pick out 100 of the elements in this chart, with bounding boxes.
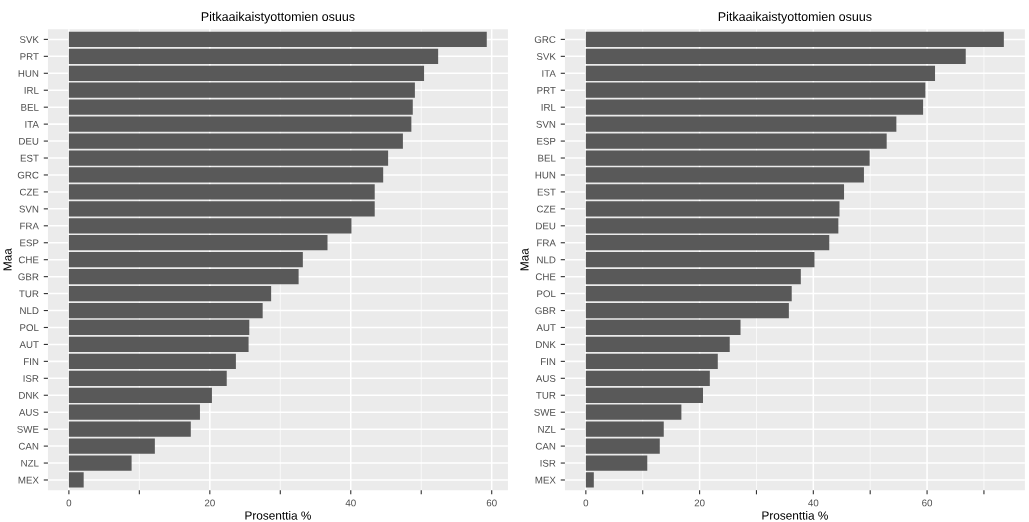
bar <box>585 353 718 369</box>
bar <box>585 218 839 234</box>
y-tick-label: NLD <box>537 256 556 264</box>
y-tick-label: GBR <box>18 273 39 281</box>
y-tick-label: IRL <box>24 87 39 94</box>
y-tick-label: NZL <box>21 459 39 467</box>
y-tick-label: AUT <box>536 324 556 332</box>
bar <box>585 48 966 64</box>
bar <box>585 285 792 302</box>
bar <box>585 319 741 336</box>
bar <box>68 65 425 81</box>
bar <box>585 31 1004 48</box>
bar <box>585 235 830 251</box>
bar <box>585 65 936 81</box>
x-tick-label: 20 <box>204 499 215 507</box>
y-tick-label: ISR <box>23 375 39 382</box>
bar <box>68 370 227 386</box>
y-tick-label: NLD <box>20 307 39 315</box>
bar <box>585 82 926 98</box>
y-tick-label: POL <box>20 324 39 332</box>
y-tick-label: SWE <box>17 425 39 433</box>
y-tick-label: CAN <box>18 442 39 450</box>
x-axis-title: Prosenttia % <box>762 511 828 520</box>
y-tick-label: DNK <box>536 341 556 348</box>
bar <box>585 387 703 403</box>
y-tick-label: AUS <box>18 408 39 416</box>
bar <box>68 302 263 319</box>
x-tick-label: 0 <box>66 499 72 507</box>
y-tick-label: DEU <box>19 137 39 145</box>
y-tick-label: ITA <box>25 120 39 128</box>
x-tick-label: 60 <box>922 499 933 507</box>
bar <box>68 99 413 115</box>
y-tick-label: POL <box>537 290 556 298</box>
y-tick-label: TUR <box>536 392 556 399</box>
y-tick-label: FRA <box>537 239 556 247</box>
bar <box>68 235 328 251</box>
bar <box>585 302 789 319</box>
y-tick-label: TUR <box>19 290 39 298</box>
y-tick-label: ESP <box>537 137 556 145</box>
bar <box>68 319 250 336</box>
bar <box>68 252 303 268</box>
y-tick-label: SVN <box>19 205 39 213</box>
y-axis-title: Maa <box>3 248 12 271</box>
x-tick-label: 40 <box>808 499 819 507</box>
y-tick-label: GBR <box>535 307 556 315</box>
y-axis-title: Maa <box>520 248 529 271</box>
y-tick-label: FIN <box>24 358 39 365</box>
y-tick-label: BEL <box>538 154 556 162</box>
y-tick-label: SWE <box>534 408 556 416</box>
y-tick-label: SVK <box>19 36 39 44</box>
y-tick-label: GRC <box>17 171 39 179</box>
bar <box>585 404 682 420</box>
y-tick-label: IRL <box>541 104 556 111</box>
bar <box>68 269 299 285</box>
x-tick-label: 40 <box>345 499 356 507</box>
y-tick-label: MEX <box>535 476 556 484</box>
y-tick-label: AUT <box>19 341 39 349</box>
y-tick-label: AUS <box>535 375 556 382</box>
chart-title: Pitkaaikaistyottomien osuus <box>201 11 355 24</box>
y-tick-label: DNK <box>19 392 39 399</box>
y-tick-label: EST <box>20 154 39 162</box>
y-tick-label: SVN <box>536 120 556 128</box>
bar <box>585 370 710 386</box>
bar <box>68 218 352 234</box>
bar <box>585 252 815 268</box>
x-axis-title: Prosenttia % <box>245 511 311 520</box>
y-tick-label: CZE <box>19 188 39 196</box>
y-tick-label: BEL <box>21 104 39 111</box>
bar <box>68 82 415 98</box>
bar <box>68 353 236 369</box>
bar <box>585 336 730 353</box>
bar <box>68 336 249 353</box>
y-tick-label: GRC <box>534 36 556 44</box>
y-tick-label: NZL <box>538 425 556 433</box>
bar <box>68 31 487 48</box>
y-tick-label: HUN <box>18 70 39 77</box>
y-tick-label: PRT <box>537 87 556 94</box>
y-tick-label: FRA <box>20 222 39 230</box>
y-tick-label: CAN <box>535 442 556 450</box>
x-tick-label: 0 <box>583 499 589 507</box>
y-tick-label: ITA <box>542 70 556 77</box>
x-tick-label: 20 <box>694 499 705 507</box>
bar <box>68 48 439 64</box>
y-tick-label: ESP <box>20 239 39 247</box>
y-tick-label: SVK <box>536 53 556 60</box>
bar <box>68 404 200 420</box>
y-tick-label: MEX <box>18 476 39 484</box>
y-tick-label: CHE <box>18 256 39 264</box>
chart-title: Pitkaaikaistyottomien osuus <box>718 11 872 24</box>
bar <box>585 99 924 115</box>
bar <box>68 387 212 403</box>
y-tick-label: ISR <box>540 459 556 467</box>
y-tick-label: CHE <box>535 273 556 281</box>
y-tick-label: PRT <box>20 53 39 60</box>
x-tick-label: 60 <box>486 499 497 507</box>
y-tick-label: HUN <box>535 171 556 179</box>
bar <box>585 269 801 285</box>
y-tick-label: CZE <box>536 205 556 213</box>
y-tick-label: DEU <box>536 222 556 230</box>
y-tick-label: EST <box>537 188 556 196</box>
